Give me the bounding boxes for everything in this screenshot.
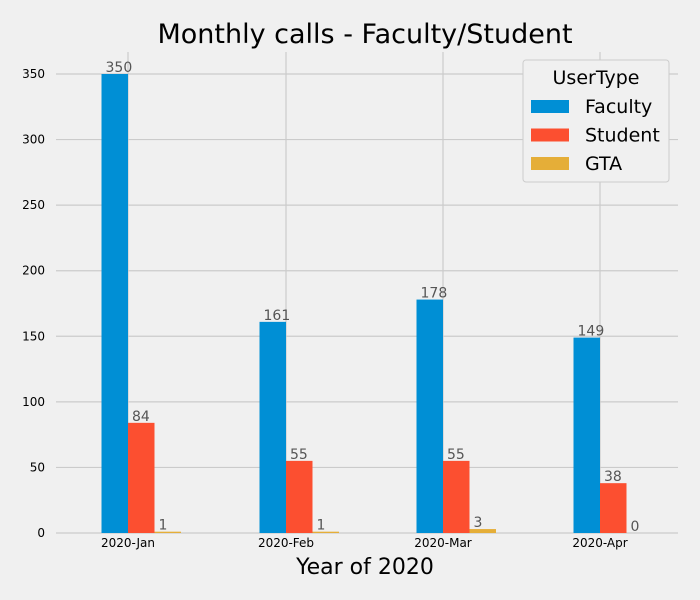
x-tick-label: 2020-Jan <box>101 536 155 550</box>
bar-faculty-2020-mar <box>416 299 443 533</box>
value-label-student: 55 <box>290 447 308 463</box>
value-label-gta: 0 <box>631 519 640 535</box>
bar-faculty-2020-jan <box>101 74 128 533</box>
value-label-gta: 3 <box>474 515 483 531</box>
bar-gta-2020-mar <box>469 529 496 533</box>
y-tick-label: 350 <box>22 67 45 81</box>
y-tick-label: 250 <box>22 198 45 212</box>
legend-items: Faculty Student GTA <box>531 96 660 175</box>
bar-student-2020-apr <box>600 483 627 533</box>
bar-gta-2020-feb <box>312 531 339 533</box>
legend-label-student: Student <box>585 125 660 147</box>
y-tick-label: 150 <box>22 329 45 343</box>
bar-student-2020-mar <box>443 460 470 533</box>
legend-box <box>522 59 670 183</box>
x-axis-ticks: 2020-Jan 2020-Feb 2020-Mar 2020-Apr <box>101 536 628 550</box>
legend-title: UserType <box>553 67 640 89</box>
legend-swatch-gta <box>531 157 569 170</box>
y-tick-label: 100 <box>22 395 45 409</box>
legend-label-gta: GTA <box>585 153 622 175</box>
value-label-gta: 1 <box>159 518 168 534</box>
legend-swatch-faculty <box>531 100 569 113</box>
bars <box>101 74 627 533</box>
y-tick-label: 50 <box>30 460 45 474</box>
bar-faculty-2020-apr <box>573 337 600 533</box>
x-tick-label: 2020-Mar <box>414 536 472 550</box>
bar-gta-2020-jan <box>154 531 181 533</box>
value-label-faculty: 161 <box>264 308 291 324</box>
y-tick-label: 200 <box>22 264 45 278</box>
value-label-faculty: 178 <box>421 286 448 302</box>
bar-student-2020-jan <box>128 422 155 533</box>
x-axis-label: Year of 2020 <box>295 555 434 580</box>
bar-student-2020-feb <box>286 460 313 533</box>
legend: UserType Faculty Student GTA <box>522 59 670 183</box>
value-labels: 350 161 178 149 84 55 55 38 1 1 3 0 <box>106 60 640 535</box>
value-label-student: 84 <box>132 409 150 425</box>
value-label-faculty: 350 <box>106 60 133 76</box>
legend-swatch-student <box>531 128 569 142</box>
value-label-student: 55 <box>447 447 465 463</box>
legend-label-faculty: Faculty <box>585 96 652 118</box>
value-label-gta: 1 <box>317 518 326 534</box>
value-label-faculty: 149 <box>578 324 605 340</box>
y-tick-label: 0 <box>37 526 45 540</box>
chart-title: Monthly calls - Faculty/Student <box>157 19 572 50</box>
y-tick-label: 300 <box>22 133 45 147</box>
bar-faculty-2020-feb <box>259 321 286 533</box>
x-tick-label: 2020-Apr <box>572 536 627 550</box>
y-axis-ticks: 0 50 100 150 200 250 300 350 <box>22 67 45 540</box>
value-label-student: 38 <box>604 469 622 485</box>
x-tick-label: 2020-Feb <box>258 536 314 550</box>
